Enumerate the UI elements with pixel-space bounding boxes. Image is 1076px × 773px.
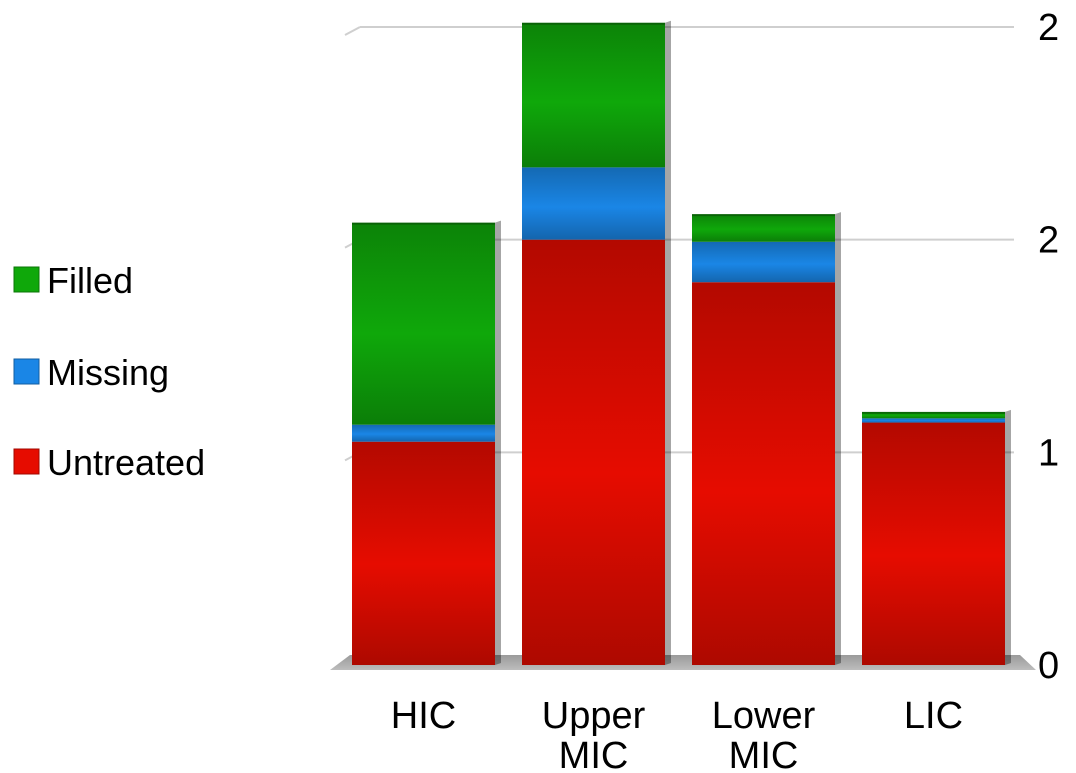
bar-segment-filled (522, 22, 665, 168)
bar-side-shade (835, 212, 841, 665)
floor-plane (330, 655, 1036, 670)
legend-item-missing: Missing (13, 352, 169, 393)
bar-segment-filled (862, 411, 1005, 419)
x-category-label: Upper MIC (542, 695, 646, 773)
y-axis-ticks: 0 1 2 2 (1038, 7, 1059, 687)
bar-stack-lic (862, 409, 1011, 665)
bar-segment-untreated (522, 239, 665, 665)
bar-segment-missing (352, 424, 495, 442)
x-category-label: Lower MIC (712, 695, 816, 773)
y-tick-label: 2 (1038, 220, 1059, 262)
legend-swatch (13, 448, 40, 475)
bar-stack-upper-mic (522, 20, 671, 666)
bar-stack-hic (352, 220, 501, 666)
bar-segment-untreated (352, 441, 495, 665)
x-category-label: LIC (904, 695, 963, 737)
legend-swatch (13, 358, 40, 385)
y-tick-label: 2 (1038, 7, 1059, 49)
legend-label: Missing (47, 352, 169, 393)
bar-segment-untreated (692, 282, 835, 665)
bar-side-shade (495, 220, 501, 666)
legend-item-filled: Filled (13, 260, 133, 301)
bars (352, 20, 1011, 666)
bar-side-shade (1005, 409, 1011, 665)
gridline-edge (344, 26, 361, 36)
y-tick-label: 0 (1038, 645, 1059, 687)
bar-segment-missing (692, 241, 835, 283)
bar-stack-lower-mic (692, 212, 841, 665)
bar-segment-untreated (862, 422, 1005, 665)
x-axis-categories: HIC Upper MIC Lower MIC LIC (391, 695, 963, 773)
chart-floor (330, 655, 1036, 670)
bar-segment-missing (862, 418, 1005, 423)
x-category-label: HIC (391, 695, 456, 737)
legend-swatch (13, 266, 40, 293)
y-tick-label: 1 (1038, 432, 1059, 474)
legend-label: Filled (47, 260, 133, 301)
bar-segment-missing (522, 167, 665, 240)
bar-segment-filled (352, 222, 495, 425)
legend-item-untreated: Untreated (13, 442, 205, 483)
bar-segment-filled (692, 214, 835, 242)
legend: Filled Missing Untreated (13, 260, 205, 483)
bar-side-shade (665, 20, 671, 666)
legend-label: Untreated (47, 442, 205, 483)
